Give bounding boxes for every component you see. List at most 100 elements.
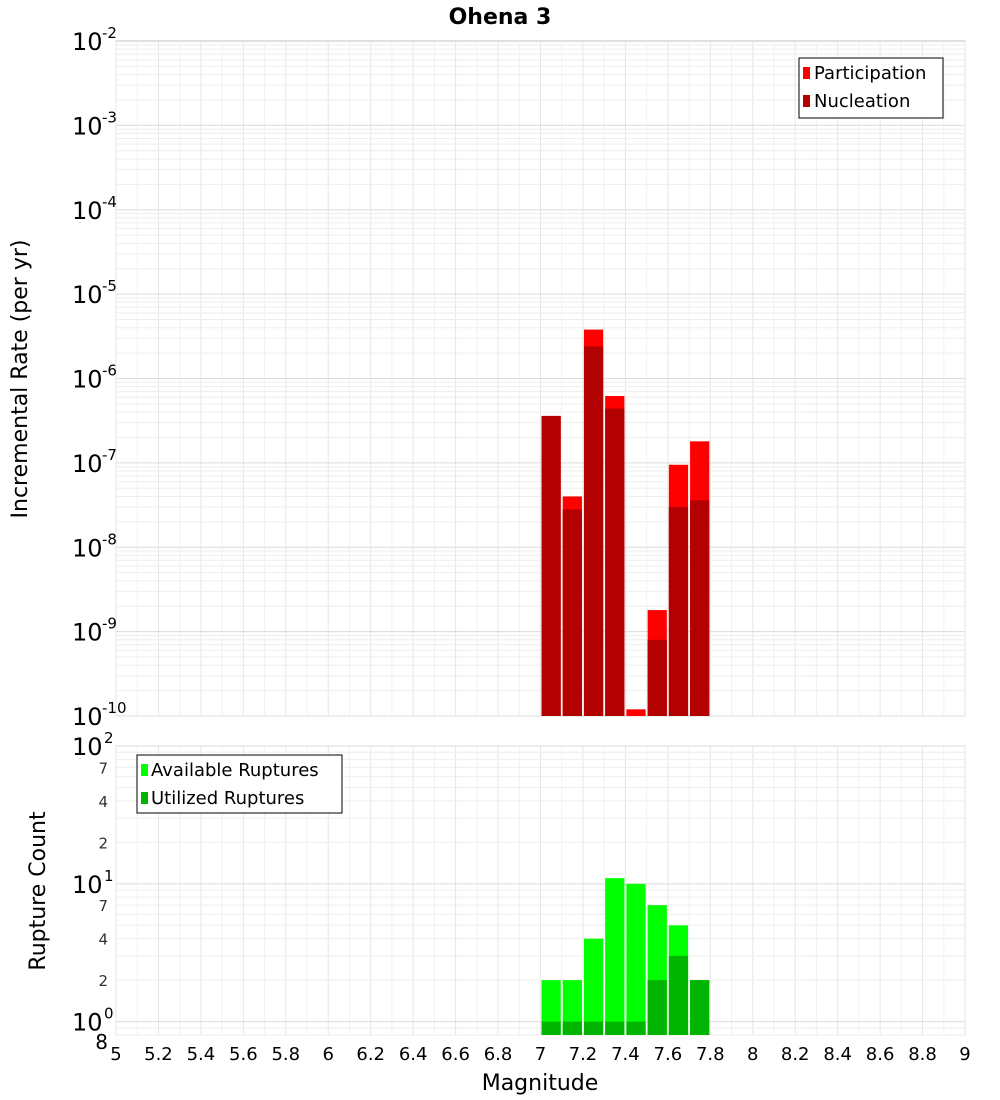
y-tick-label: 2	[98, 972, 108, 990]
nucleation-bar	[647, 639, 667, 716]
y-tick-label: 10 -8	[72, 530, 117, 562]
utilized-ruptures-bar	[562, 1021, 582, 1035]
utilized-ruptures-bar	[541, 1021, 561, 1035]
rate-legend: Participation Nucleation	[798, 57, 944, 119]
x-tick-label: 5.2	[144, 1044, 173, 1065]
count-legend: Available Ruptures Utilized Ruptures	[136, 754, 343, 814]
y-tick-exponent: 2	[104, 729, 114, 747]
y-tick-base: 10	[72, 28, 103, 56]
y-tick-base: 10	[72, 619, 103, 647]
nucleation-bar	[668, 506, 689, 716]
y-tick-label: 4	[98, 793, 108, 811]
x-tick-label: 8.6	[866, 1044, 895, 1065]
y-tick-exponent: -4	[102, 193, 117, 211]
y-tick-base: 10	[72, 450, 103, 478]
y-tick-exponent: -8	[102, 530, 117, 548]
available-ruptures-bar	[541, 980, 561, 1035]
y-tick-label: 7	[98, 897, 108, 915]
count-y-axis-label: Rupture Count	[26, 811, 51, 971]
y-tick-label: 10 1	[72, 867, 114, 899]
x-tick-label: 7.8	[696, 1044, 725, 1065]
legend-swatch	[141, 764, 148, 776]
y-tick-label: 2	[98, 834, 108, 852]
x-tick-label: 7.4	[611, 1044, 640, 1065]
nucleation-bar	[605, 408, 625, 716]
y-tick-base: 10	[72, 197, 103, 225]
legend-box	[136, 754, 343, 814]
utilized-ruptures-bar	[583, 1021, 604, 1035]
x-tick-label: 7	[535, 1044, 546, 1065]
y-tick-label: 8	[95, 1030, 108, 1054]
y-tick-exponent: -10	[102, 699, 127, 717]
legend-label: Participation	[814, 63, 926, 84]
y-tick-label: 10 -9	[72, 615, 117, 647]
rate-y-ticks: 10-210-310-410-510-610-710-810-910-10	[72, 24, 127, 731]
x-tick-label: 6.8	[484, 1044, 513, 1065]
y-tick-minor: 2	[98, 972, 108, 990]
legend-label: Available Ruptures	[151, 760, 319, 781]
y-tick-label: 7	[98, 759, 108, 777]
y-tick-base: 10	[72, 1009, 103, 1037]
y-tick-base: 10	[72, 534, 103, 562]
x-tick-label: 7.2	[569, 1044, 598, 1065]
y-tick-label: 10 -7	[72, 446, 117, 478]
available-ruptures-bar	[605, 878, 625, 1035]
legend-box	[798, 57, 944, 119]
available-ruptures-bar	[626, 883, 646, 1035]
utilized-ruptures-bar	[668, 955, 689, 1035]
nucleation-bar	[690, 500, 710, 716]
x-tick-label: 7.6	[654, 1044, 683, 1065]
y-tick-label: 10 -10	[72, 699, 127, 731]
y-tick-label: 10 -4	[72, 193, 117, 225]
legend-swatch	[803, 67, 810, 79]
x-tick-label: 8	[747, 1044, 758, 1065]
y-tick-minor: 4	[98, 793, 108, 811]
legend-swatch	[141, 792, 148, 804]
y-tick-label: 4	[98, 931, 108, 949]
y-tick-label: 10 -2	[72, 24, 117, 56]
available-ruptures-bar	[562, 980, 582, 1035]
y-tick-exponent: -6	[102, 362, 117, 380]
y-tick-minor: 4	[98, 931, 108, 949]
y-tick-exponent: -5	[102, 277, 117, 295]
utilized-ruptures-bar	[647, 980, 667, 1035]
rate-y-axis-label: Incremental Rate (per yr)	[8, 240, 33, 519]
y-tick-label: 10 2	[72, 729, 114, 761]
legend-swatch	[803, 95, 810, 107]
x-tick-label: 8.4	[823, 1044, 852, 1065]
y-tick-minor: 2	[98, 834, 108, 852]
rate-panel: 10-210-310-410-510-610-710-810-910-10 In…	[8, 24, 966, 731]
y-tick-minor: 7	[98, 759, 108, 777]
x-ticks: 5 5.2 5.4 5.6 5.8 6 6.2 6.4 6.6 6.8 7 7.2 7.4 7.6 7.8 8…	[110, 1044, 970, 1065]
utilized-ruptures-bar	[626, 1021, 646, 1035]
x-axis-label: Magnitude	[482, 1071, 599, 1096]
nucleation-bar	[562, 509, 582, 716]
y-tick-label: 10 -5	[72, 277, 117, 309]
rate-bars	[541, 329, 710, 716]
x-tick-label: 5.8	[271, 1044, 300, 1065]
x-tick-label: 6.2	[356, 1044, 385, 1065]
count-bars	[541, 878, 710, 1035]
y-tick-base: 10	[72, 733, 103, 761]
y-tick-base: 10	[72, 703, 103, 731]
y-tick-base: 10	[72, 871, 103, 899]
y-tick-label: 10 -3	[72, 108, 117, 140]
y-tick-exponent: -7	[102, 446, 117, 464]
x-tick-label: 8.8	[908, 1044, 937, 1065]
y-tick-exponent: -9	[102, 615, 117, 633]
y-tick-base: 10	[72, 366, 103, 394]
legend-label: Nucleation	[814, 91, 910, 112]
y-tick-minor: 8	[95, 1030, 108, 1054]
utilized-ruptures-bar	[605, 1021, 625, 1035]
x-tick-label: 6.4	[399, 1044, 428, 1065]
available-ruptures-bar	[583, 938, 604, 1035]
utilized-ruptures-bar	[690, 980, 710, 1035]
y-tick-exponent: -3	[102, 108, 117, 126]
x-tick-label: 6	[323, 1044, 334, 1065]
rate-grid	[115, 41, 966, 717]
participation-bar	[626, 709, 646, 716]
x-tick-label: 9	[959, 1044, 970, 1065]
